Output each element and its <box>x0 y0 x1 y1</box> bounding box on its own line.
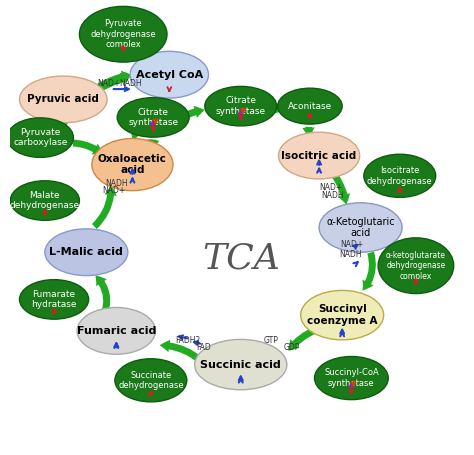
Ellipse shape <box>7 118 73 157</box>
Ellipse shape <box>315 356 388 399</box>
Text: Succinyl
coenzyme A: Succinyl coenzyme A <box>307 304 377 326</box>
FancyArrowPatch shape <box>272 102 283 114</box>
FancyArrowPatch shape <box>91 71 132 94</box>
Text: Pyruvate
dehydrogenase
complex: Pyruvate dehydrogenase complex <box>91 20 156 49</box>
Text: Pyruvate
carboxylase: Pyruvate carboxylase <box>13 128 67 147</box>
Text: NAD+: NAD+ <box>102 186 126 195</box>
Text: Pyruvic acid: Pyruvic acid <box>27 94 99 104</box>
Text: Malate
dehydrogenase: Malate dehydrogenase <box>10 191 80 210</box>
Text: FAD: FAD <box>197 344 211 353</box>
FancyArrowPatch shape <box>160 340 201 362</box>
Text: Fumarate
hydratase: Fumarate hydratase <box>31 290 77 309</box>
Ellipse shape <box>117 98 189 137</box>
Text: NAD+: NAD+ <box>319 182 342 192</box>
Text: Acetyl CoA: Acetyl CoA <box>136 70 203 80</box>
Ellipse shape <box>319 203 402 252</box>
FancyArrowPatch shape <box>159 94 169 108</box>
FancyArrowPatch shape <box>95 275 110 315</box>
FancyArrowPatch shape <box>186 106 205 118</box>
Text: TCA: TCA <box>202 242 280 276</box>
Text: Oxaloacetic
acid: Oxaloacetic acid <box>98 154 167 175</box>
Text: Isocitric acid: Isocitric acid <box>282 151 357 161</box>
Text: NADH: NADH <box>120 79 142 88</box>
Text: FADH2: FADH2 <box>175 336 201 345</box>
Text: NAD+: NAD+ <box>97 79 120 88</box>
Text: Succinyl-CoA
synthetase: Succinyl-CoA synthetase <box>324 369 379 388</box>
Text: L-Malic acid: L-Malic acid <box>49 247 123 257</box>
Ellipse shape <box>205 86 277 126</box>
Ellipse shape <box>77 308 155 354</box>
Text: Aconitase: Aconitase <box>288 101 332 111</box>
FancyArrowPatch shape <box>73 140 103 155</box>
Ellipse shape <box>130 51 209 98</box>
Text: Citrate
synthetase: Citrate synthetase <box>216 96 266 116</box>
Text: NADH: NADH <box>322 191 344 200</box>
Ellipse shape <box>364 154 436 197</box>
Text: Citrate
synthetase: Citrate synthetase <box>128 108 178 127</box>
FancyArrowPatch shape <box>130 129 141 141</box>
Text: GDP: GDP <box>283 344 300 353</box>
Text: Isocitrate
dehydrogenase: Isocitrate dehydrogenase <box>367 166 433 186</box>
Ellipse shape <box>92 138 173 191</box>
Text: α-ketoglutarate
dehydrogenase
complex: α-ketoglutarate dehydrogenase complex <box>386 251 446 281</box>
FancyArrowPatch shape <box>58 116 71 128</box>
Ellipse shape <box>10 181 80 220</box>
Text: NADH: NADH <box>105 179 128 188</box>
Ellipse shape <box>115 359 187 402</box>
Ellipse shape <box>278 88 342 124</box>
FancyArrowPatch shape <box>302 127 315 136</box>
Ellipse shape <box>279 132 360 179</box>
Text: NAD+: NAD+ <box>341 240 364 249</box>
Ellipse shape <box>19 280 89 319</box>
FancyArrowPatch shape <box>363 252 376 291</box>
Text: Fumaric acid: Fumaric acid <box>77 326 156 336</box>
Ellipse shape <box>378 238 454 293</box>
Ellipse shape <box>45 229 128 276</box>
Text: α-Ketoglutaric
acid: α-Ketoglutaric acid <box>326 217 395 238</box>
Text: GTP: GTP <box>263 336 278 345</box>
FancyArrowPatch shape <box>92 73 131 95</box>
FancyArrowPatch shape <box>328 167 350 205</box>
Ellipse shape <box>195 339 287 390</box>
Ellipse shape <box>301 290 383 340</box>
Text: Succinic acid: Succinic acid <box>201 359 281 369</box>
Ellipse shape <box>19 76 107 123</box>
Text: Succinate
dehydrogenase: Succinate dehydrogenase <box>118 371 184 390</box>
FancyArrowPatch shape <box>92 185 117 229</box>
Text: NADH: NADH <box>339 250 362 259</box>
FancyArrowPatch shape <box>147 139 159 148</box>
Ellipse shape <box>80 6 167 62</box>
FancyArrowPatch shape <box>289 324 326 351</box>
